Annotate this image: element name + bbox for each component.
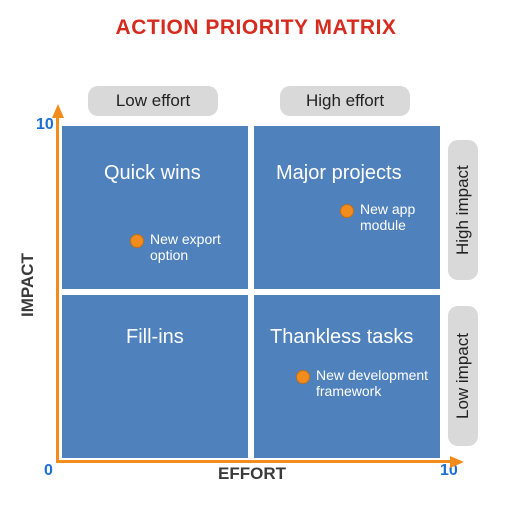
point-new-export-option bbox=[130, 234, 144, 248]
col-header-low-effort: Low effort bbox=[88, 86, 218, 116]
quadrant-label-bl: Fill-ins bbox=[126, 326, 184, 349]
x-axis-label: EFFORT bbox=[218, 464, 286, 484]
point-new-app-module bbox=[340, 204, 354, 218]
point-label-new-export-option: New export option bbox=[150, 231, 221, 263]
point-label-new-app-module: New app module bbox=[360, 201, 415, 233]
x-axis-arrow bbox=[56, 460, 452, 463]
quadrant-fill-ins bbox=[62, 295, 248, 458]
y-axis-arrow bbox=[56, 116, 59, 462]
y-axis-label: IMPACT bbox=[18, 245, 38, 325]
quadrant-label-br: Thankless tasks bbox=[270, 326, 413, 349]
matrix-title: ACTION PRIORITY MATRIX bbox=[0, 16, 512, 40]
point-label-new-development-framework: New development framework bbox=[316, 367, 428, 399]
col-header-high-effort: High effort bbox=[280, 86, 410, 116]
quadrant-quick-wins bbox=[62, 126, 248, 289]
y-tick-top: 10 bbox=[36, 116, 54, 134]
quadrant-label-tl: Quick wins bbox=[104, 162, 201, 185]
row-header-high-impact: High impact bbox=[448, 140, 478, 280]
point-new-development-framework bbox=[296, 370, 310, 384]
x-axis-arrowhead bbox=[450, 456, 464, 468]
row-header-low-impact: Low impact bbox=[448, 306, 478, 446]
y-axis-arrowhead bbox=[52, 104, 64, 118]
origin-tick: 0 bbox=[44, 462, 53, 480]
quadrant-label-tr: Major projects bbox=[276, 162, 402, 185]
